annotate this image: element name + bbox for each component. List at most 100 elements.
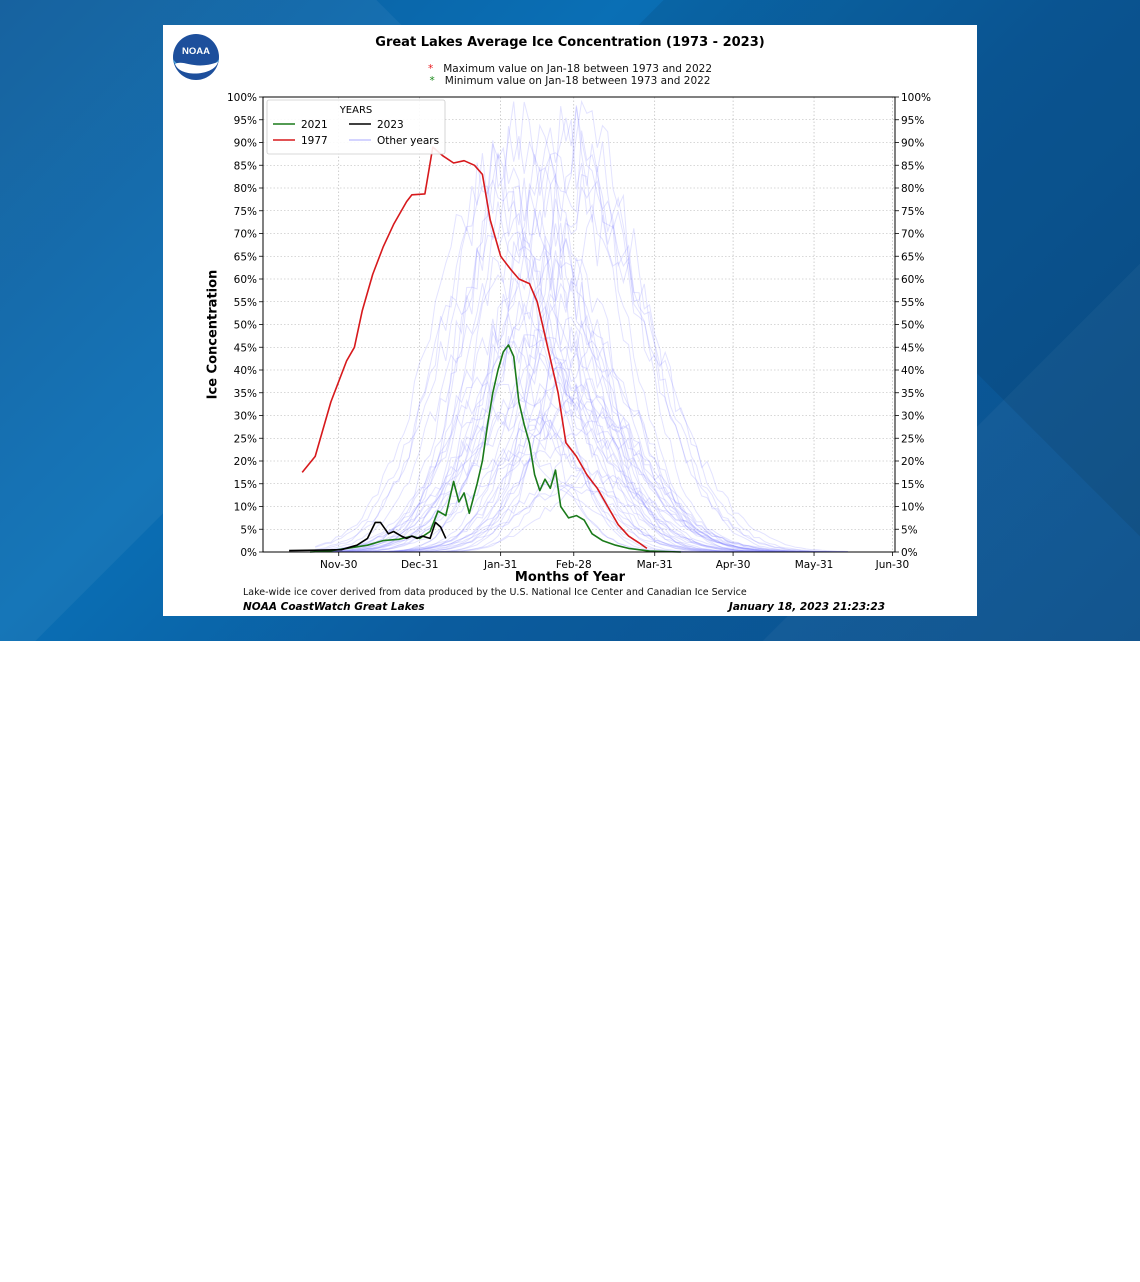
y-tick-label-right: 90% [901,138,924,150]
other-year-line [315,201,848,553]
y-tick-label: 75% [234,206,257,218]
y-tick-label-right: 15% [901,479,924,491]
x-tick-label: Nov-30 [320,559,357,571]
other-year-line [315,470,848,553]
y-tick-label-right: 60% [901,274,924,286]
other-year-line [315,143,848,553]
legend-label: 1977 [301,135,328,147]
y-tick-label: 65% [234,251,257,263]
x-tick-label: Apr-30 [716,559,751,571]
legend-label: 2021 [301,119,328,131]
x-tick-label: Dec-31 [401,559,438,571]
other-year-line [315,166,848,553]
footer-credit: NOAA CoastWatch Great Lakes [243,601,425,613]
max-note: * Maximum value on Jan-18 between 1973 a… [163,63,977,75]
y-tick-label-right: 45% [901,342,924,354]
y-tick-label: 5% [240,524,257,536]
y-tick-label: 15% [234,479,257,491]
y-tick-label-right: 95% [901,115,924,127]
y-tick-label: 85% [234,160,257,172]
other-year-line [315,179,848,553]
y-tick-label: 60% [234,274,257,286]
legend-box [266,99,446,155]
y-tick-label: 90% [234,138,257,150]
y-tick-label-right: 35% [901,388,924,400]
y-tick-label-right: 5% [901,524,918,536]
y-tick-label: 55% [234,297,257,309]
y-tick-label-right: 10% [901,502,924,514]
y-tick-label: 70% [234,229,257,241]
x-axis-label: Months of Year [514,570,626,585]
x-tick-label: Jan-31 [483,559,517,571]
min-star-icon: * [429,75,435,87]
y-tick-label: 35% [234,388,257,400]
other-year-line [315,251,849,553]
footer-timestamp: January 18, 2023 21:23:23 [728,601,885,613]
other-year-line [315,256,848,553]
other-year-line [315,318,848,553]
y-tick-label-right: 40% [901,365,924,377]
y-tick-labels: 0% 0% 5% 5% 10% 10% 15% 15% 20% 20% 25% 25% 30% 30% 35… [227,92,931,559]
noaa-logo-text: NOAA [182,46,210,57]
y-tick-label: 0% [240,547,257,559]
x-tick-label: Feb-28 [556,559,592,571]
y-tick-label-right: 65% [901,251,924,263]
other-year-line [315,106,848,553]
y-tick-label-right: 30% [901,411,924,423]
max-note-text: Maximum value on Jan-18 between 1973 and… [443,63,713,75]
y-tick-label-right: 20% [901,456,924,468]
other-year-line [315,130,848,553]
y-tick-label: 20% [234,456,257,468]
legend-title: YEARS [339,105,373,116]
legend: YEARS 2021 2023 1977 Other years [266,99,446,155]
series-line-1977 [301,146,648,550]
y-tick-label: 45% [234,342,257,354]
other-year-line [315,302,848,553]
x-tick-label: Mar-31 [637,559,673,571]
x-tick-labels: Nov-30 Dec-31 Jan-31 Feb-28 Mar-31 Apr-30 May-… [320,552,909,571]
x-tick-label: Jun-30 [875,559,910,571]
plot-area: 0% 0% 5% 5% 10% 10% 15% 15% 20% 20% 25% 25% 30% 30% 35… [227,92,931,571]
highlighted-lines [289,146,681,553]
y-tick-label-right: 0% [901,547,918,559]
data-source-note: Lake-wide ice cover derived from data pr… [243,587,747,598]
y-tick-label: 50% [234,320,257,332]
other-year-line [315,106,849,553]
x-tick-label: May-31 [795,559,834,571]
other-year-line [315,199,848,553]
other-year-line [315,320,848,553]
series-line-2023 [289,521,447,552]
y-tick-label-right: 80% [901,183,924,195]
other-year-line [315,126,848,553]
other-year-line [315,154,848,553]
other-year-line [315,105,848,553]
other-year-line [315,329,848,553]
chart-title: Great Lakes Average Ice Concentration (1… [375,35,765,50]
y-tick-label-right: 85% [901,160,924,172]
y-tick-label-right: 100% [901,92,931,104]
y-tick-label-right: 70% [901,229,924,241]
other-year-line [315,334,848,553]
other-year-line [315,185,848,553]
legend-label: 2023 [377,119,404,131]
y-tick-label: 10% [234,502,257,514]
y-tick-label-right: 75% [901,206,924,218]
chart-card: NOAA Great Lakes Average Ice Concentrati… [163,25,977,616]
y-tick-label-right: 50% [901,320,924,332]
y-tick-label: 30% [234,411,257,423]
y-tick-label-right: 25% [901,433,924,445]
other-years-lines [315,99,849,553]
other-year-line [315,467,849,553]
y-tick-label-right: 55% [901,297,924,309]
legend-label: Other years [377,135,439,147]
y-tick-label: 40% [234,365,257,377]
noaa-logo: NOAA [173,34,219,80]
other-year-line [315,394,848,553]
max-star-icon: * [427,63,434,75]
min-note: * Minimum value on Jan-18 between 1973 a… [163,75,977,87]
y-tick-label: 25% [234,433,257,445]
min-note-text: Minimum value on Jan-18 between 1973 and… [444,75,711,87]
y-tick-label: 100% [227,92,257,104]
other-year-line [315,395,848,553]
other-year-line [315,179,848,553]
